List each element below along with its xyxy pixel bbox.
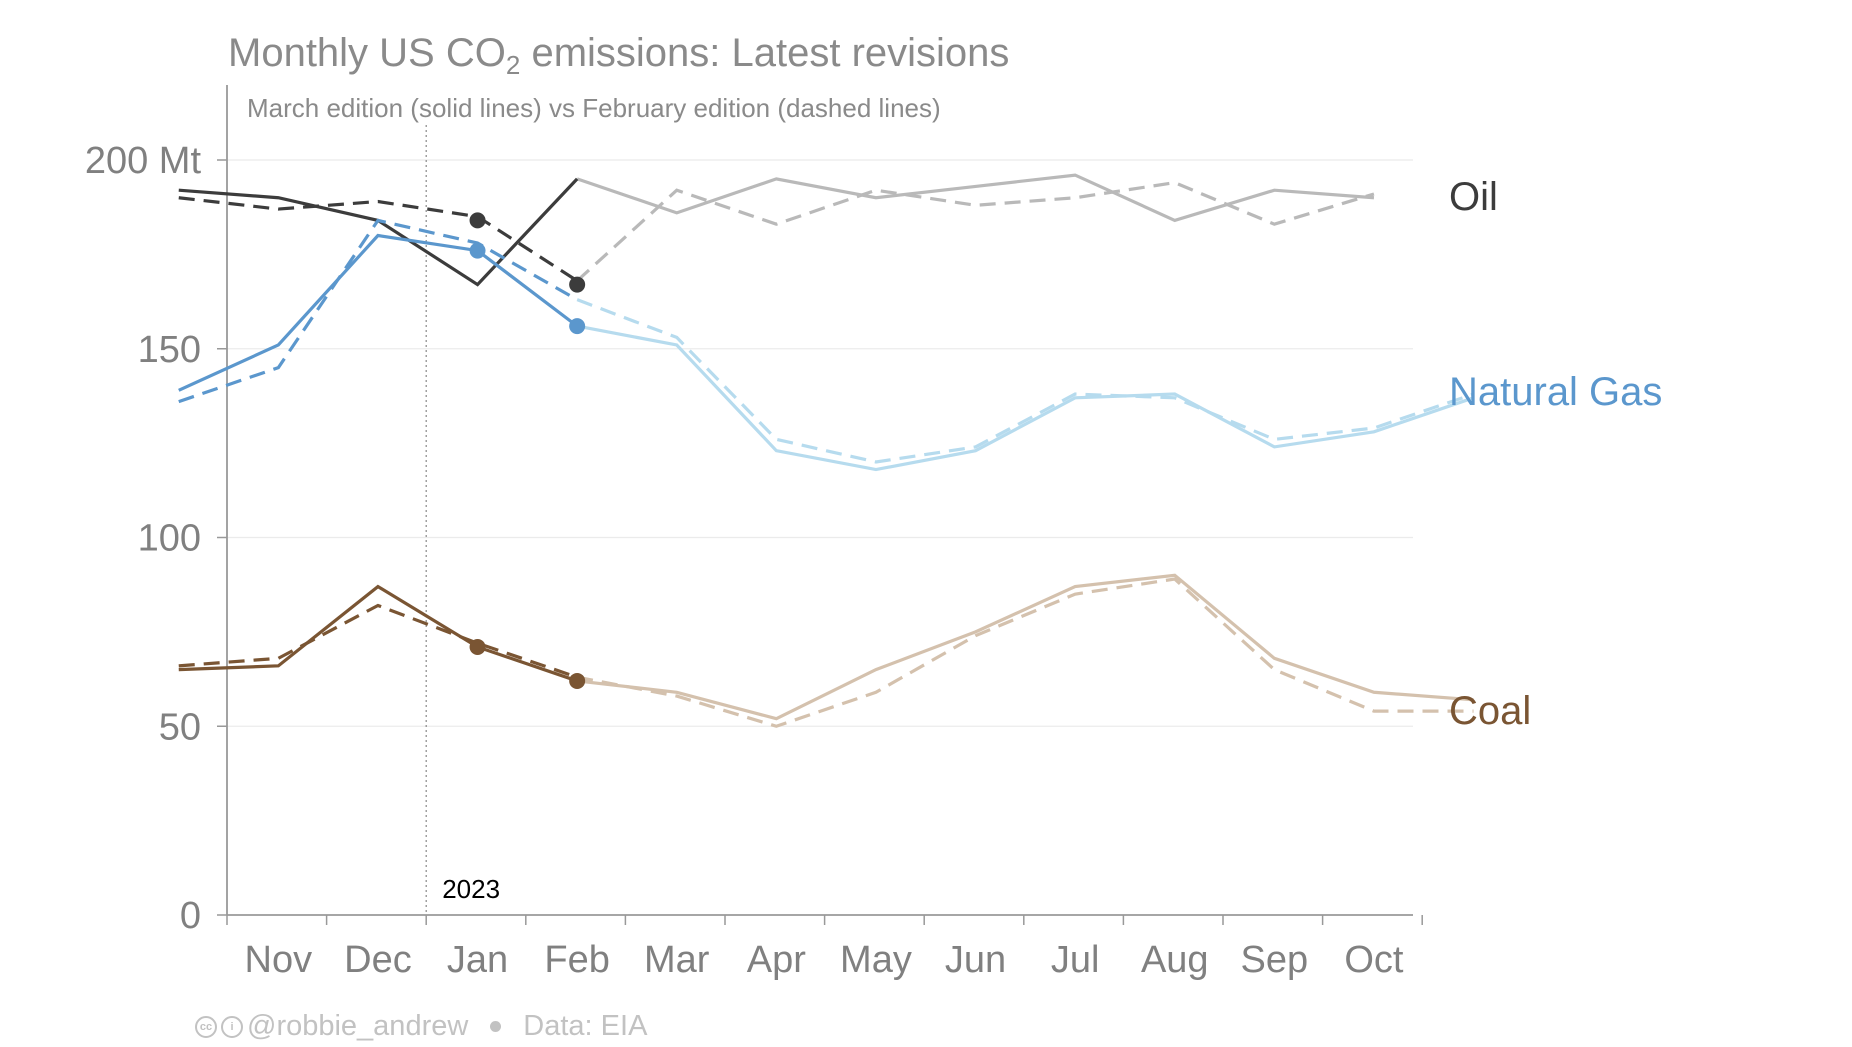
chart-subtitle: March edition (solid lines) vs February … xyxy=(247,93,941,123)
x-tick-label: Jan xyxy=(447,939,508,981)
x-tick-label: Dec xyxy=(344,939,412,981)
x-tick-label: Feb xyxy=(544,939,609,981)
y-tick-label: 200 Mt xyxy=(85,140,202,182)
x-tick-label: Nov xyxy=(245,939,313,981)
series-line-mar xyxy=(178,177,579,287)
series-line-mar xyxy=(178,584,578,683)
x-tick-label: Mar xyxy=(644,939,710,981)
x-tick-label: Aug xyxy=(1141,939,1209,981)
series-line-mar xyxy=(178,233,579,392)
series-point xyxy=(569,276,586,293)
x-tick-label: Oct xyxy=(1344,939,1404,981)
series-line-feb xyxy=(178,196,579,283)
series-line-feb-faded xyxy=(576,577,1474,728)
y-tick-label: 150 xyxy=(138,329,201,371)
series-point xyxy=(469,212,486,229)
year-label: 2023 xyxy=(442,874,500,904)
series-point xyxy=(569,672,586,689)
series-line-mar-faded xyxy=(576,173,1375,223)
cc-license-icon: cc xyxy=(195,1015,217,1038)
author-handle[interactable]: @robbie_andrew xyxy=(247,1010,469,1042)
series-line-feb xyxy=(178,218,578,404)
series-line-feb-faded xyxy=(576,298,1475,464)
y-tick-label: 100 xyxy=(138,518,201,560)
series-line-mar-faded xyxy=(576,324,1475,472)
data-source: Data: EIA xyxy=(523,1010,648,1042)
x-tick-label: May xyxy=(840,939,912,981)
series-end-label: Coal xyxy=(1449,689,1531,733)
series-end-label: Natural Gas xyxy=(1449,370,1662,414)
series-point xyxy=(469,242,486,259)
separator-dot xyxy=(490,1021,502,1032)
series-line-feb xyxy=(178,603,578,679)
chart-title: Monthly US CO2 emissions: Latest revisio… xyxy=(228,31,1009,80)
x-tick-label: Apr xyxy=(747,939,806,981)
series-point xyxy=(469,638,486,655)
series-point xyxy=(569,318,586,335)
x-tick-label: Jul xyxy=(1051,939,1100,981)
x-tick-label: Sep xyxy=(1241,939,1309,981)
attribution-icon: i xyxy=(221,1015,243,1038)
x-tick-label: Jun xyxy=(945,939,1006,981)
series-end-label: Oil xyxy=(1449,175,1498,219)
y-tick-label: 50 xyxy=(159,706,201,748)
y-tick-label: 0 xyxy=(180,895,201,937)
series-line-mar-faded xyxy=(576,573,1474,721)
credit-footer: cc i @robbie_andrew Data: EIA xyxy=(195,1010,647,1043)
